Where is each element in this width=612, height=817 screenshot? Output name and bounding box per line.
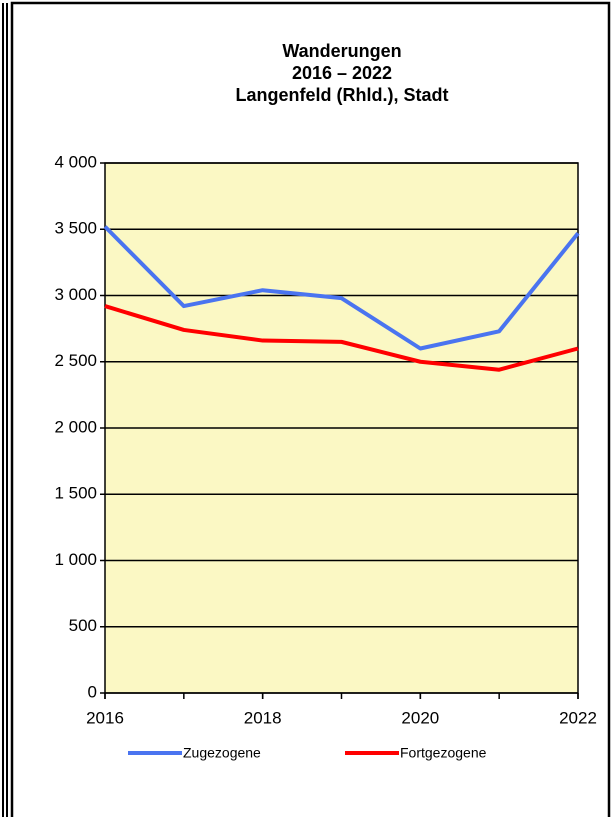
- legend-label: Fortgezogene: [400, 745, 487, 761]
- chart-title: Langenfeld (Rhld.), Stadt: [236, 85, 449, 105]
- y-tick-label: 4 000: [54, 152, 97, 171]
- y-tick-label: 3 500: [54, 219, 97, 238]
- chart-title: Wanderungen: [282, 41, 401, 61]
- y-tick-label: 2 500: [54, 351, 97, 370]
- series-line: [103, 225, 580, 351]
- y-tick-label: 1 500: [54, 484, 97, 503]
- x-tick-label: 2022: [559, 708, 597, 727]
- y-tick-label: 1 000: [54, 550, 97, 569]
- series-line: [104, 304, 579, 372]
- x-tick-label: 2020: [401, 708, 439, 727]
- x-tick-label: 2016: [86, 708, 124, 727]
- y-tick-label: 500: [69, 616, 97, 635]
- y-tick-label: 3 000: [54, 285, 97, 304]
- legend-label: Zugezogene: [183, 745, 261, 761]
- x-tick-label: 2018: [244, 708, 282, 727]
- y-tick-label: 0: [88, 682, 97, 701]
- y-tick-label: 2 000: [54, 417, 97, 436]
- chart-title: 2016 – 2022: [292, 63, 392, 83]
